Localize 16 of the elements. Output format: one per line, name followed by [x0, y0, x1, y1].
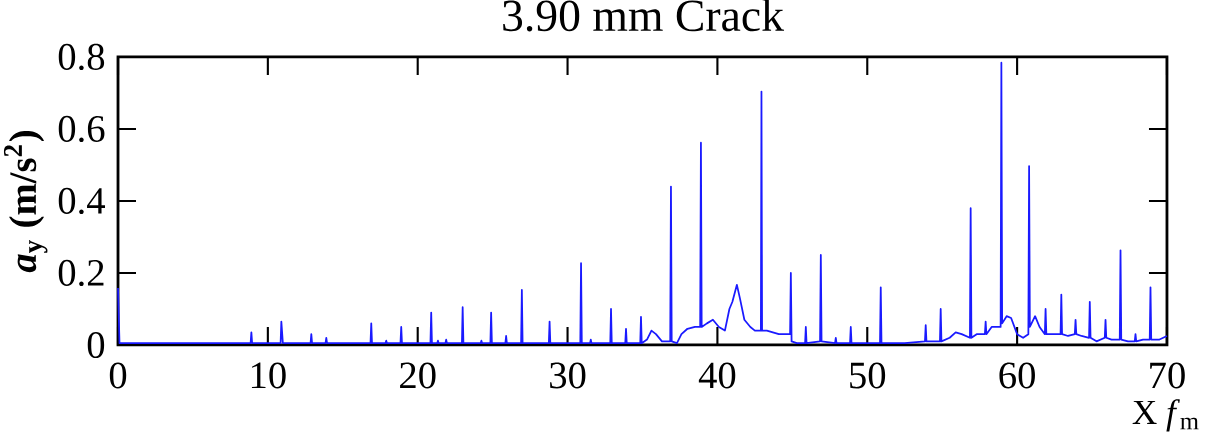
x-axis-title: X f$_{m}$ — [1132, 399, 1199, 432]
chart-title: 3.90 mm Crack — [503, 0, 785, 32]
x-tick-label: 70 — [1150, 362, 1185, 389]
x-tick-label: 60 — [999, 362, 1035, 389]
y-axis-title: a$_{y}$ (m/s$^{2}$) — [3, 131, 48, 273]
x-tick-label: 20 — [400, 362, 436, 389]
y-tick-label: 0.2 — [58, 259, 104, 287]
x-tick-label: 0 — [109, 362, 127, 389]
x-tick-label: 50 — [850, 362, 886, 389]
y-tick-label: 0.4 — [58, 187, 105, 215]
x-tick-label: 10 — [251, 362, 286, 389]
y-tick-label: 0 — [87, 331, 105, 359]
y-tick-label: 0.8 — [58, 43, 105, 71]
y-tick-label: 0.6 — [58, 115, 105, 143]
x-tick-label: 30 — [550, 362, 586, 389]
x-tick-label: 40 — [698, 362, 736, 389]
